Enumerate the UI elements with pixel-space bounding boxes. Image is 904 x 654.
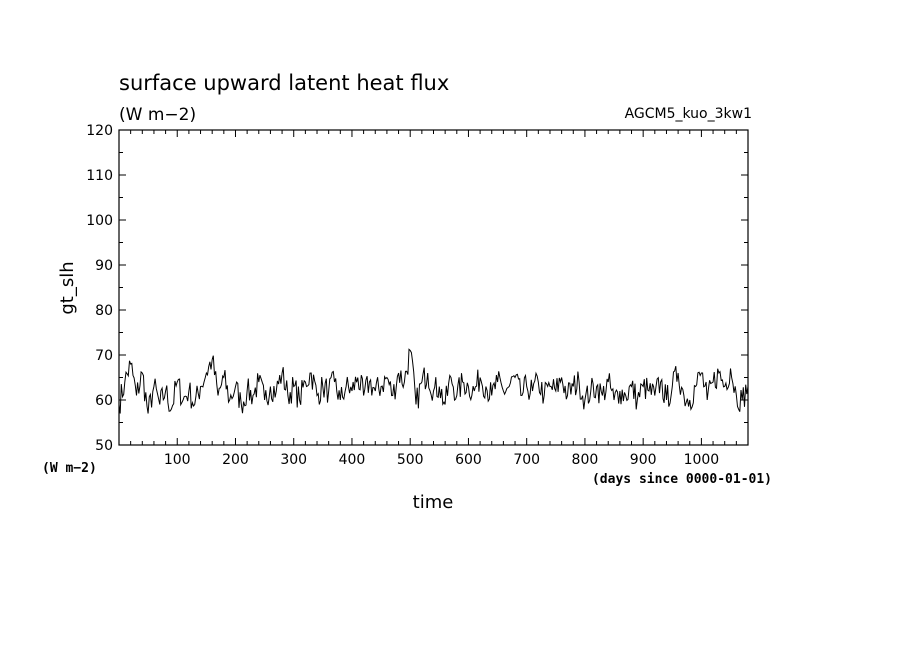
x-axis: 100 200 300 400 500 600 700 800 900 1000	[130, 130, 749, 468]
x-tick-label: 200	[222, 452, 249, 468]
x-tick-label: 900	[630, 452, 657, 468]
y-tick-label: 60	[95, 393, 113, 409]
y-axis: 50 60 70 80 90 100 110 120	[86, 123, 748, 454]
x-tick-label: 600	[455, 452, 482, 468]
y-tick-label: 70	[95, 348, 113, 364]
y-tick-label: 120	[86, 123, 113, 139]
x-tick-label: 100	[164, 452, 191, 468]
y-axis-label: gt_slh	[57, 261, 78, 314]
series-line	[118, 348, 749, 414]
y-tick-label: 90	[95, 258, 113, 274]
x-tick-label: 300	[280, 452, 307, 468]
y-tick-label: 110	[86, 168, 113, 184]
x-units-label: (days since 0000-01-01)	[592, 472, 772, 487]
chart-title: surface upward latent heat flux	[119, 71, 449, 95]
x-tick-label: 500	[397, 452, 424, 468]
y-tick-label: 80	[95, 303, 113, 319]
plot-frame	[118, 129, 749, 446]
experiment-label: AGCM5_kuo_3kw1	[625, 106, 752, 122]
x-tick-label: 700	[513, 452, 540, 468]
x-tick-label: 800	[572, 452, 599, 468]
y-tick-label: 100	[86, 213, 113, 229]
title-units: (W m−2)	[119, 105, 196, 125]
y-units-label: (W m−2)	[42, 461, 97, 476]
x-tick-label: 400	[339, 452, 366, 468]
x-tick-label: 1000	[684, 452, 720, 468]
x-axis-label: time	[413, 492, 454, 513]
y-tick-label: 50	[95, 438, 113, 454]
